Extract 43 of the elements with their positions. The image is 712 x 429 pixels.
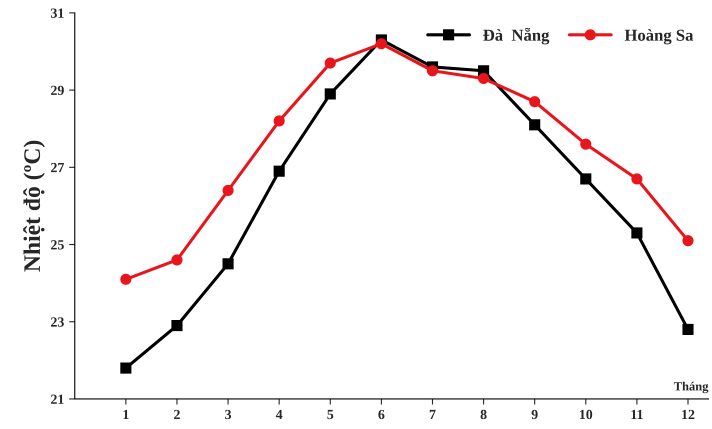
point [274,115,285,127]
y-tick-label: 31 [50,8,64,18]
y-tick-label: 21 [51,394,64,404]
x-tick-label: 8 [480,410,487,420]
x-axis-title: Tháng [674,382,708,394]
x-tick-label: 6 [378,410,384,420]
point [529,119,540,130]
legend-label: Hoàng Sa [624,29,694,44]
point [324,88,336,100]
x-tick-label: 12 [682,410,694,420]
point [682,324,694,336]
x-tick-label: 5 [327,410,334,420]
legend-label: Đà Nẵng [483,28,550,44]
point [324,58,336,69]
point [274,166,285,177]
point [222,258,234,270]
point [426,65,438,76]
point [120,362,132,374]
y-tick-label: 25 [51,240,64,250]
point [580,173,592,184]
x-tick-label: 10 [580,410,592,420]
point [171,254,183,266]
x-tick-label: 9 [532,410,538,420]
x-tick-label: 7 [430,410,436,420]
y-tick-label: 23 [51,317,64,327]
y-tick-label: 29 [51,86,64,96]
point [682,235,694,246]
x-tick-label: 2 [174,410,180,420]
point [222,184,234,196]
point [478,72,490,84]
y-tick-label: 27 [51,162,64,172]
point [529,96,540,108]
point [120,274,132,285]
point [631,173,642,184]
point [580,138,592,150]
point [171,320,183,332]
x-tick-label: 3 [225,410,232,420]
point [376,38,387,50]
y-axis-title: Nhiệt độ (ºC) [23,140,45,272]
x-tick-label: 1 [124,410,129,420]
x-tick-label: 4 [276,410,282,420]
point [631,227,642,239]
x-tick-label: 11 [631,410,643,420]
